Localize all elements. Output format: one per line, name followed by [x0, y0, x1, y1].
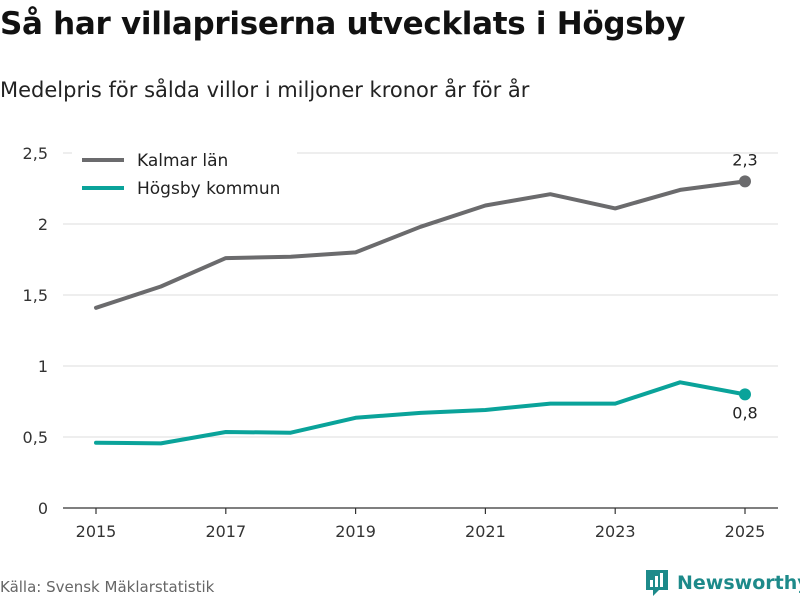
- y-tick-label: 0,5: [23, 428, 48, 447]
- source-note: Källa: Svensk Mäklarstatistik: [0, 578, 215, 596]
- end-value-label: 2,3: [732, 150, 757, 169]
- x-tick-label: 2025: [725, 522, 766, 541]
- series-line: [94, 380, 747, 446]
- axes: 0 0,5 1 1,5 2 2,5 2015 2017 2019 2021 2023 2025: [23, 144, 778, 541]
- data-labels: 2,3 0,8: [732, 150, 757, 422]
- y-tick-label: 1,5: [23, 286, 48, 305]
- x-tick-label: 2021: [465, 522, 506, 541]
- series-lines: [94, 175, 751, 446]
- brand-name: Newsworthy: [677, 572, 800, 594]
- end-point-marker: [739, 388, 751, 401]
- chart-subtitle: Medelpris för sålda villor i miljoner kr…: [0, 78, 530, 102]
- y-tick-label: 2: [38, 215, 48, 234]
- legend-label: Högsby kommun: [137, 179, 280, 199]
- x-tick-label: 2023: [595, 522, 636, 541]
- legend-label: Kalmar län: [137, 151, 228, 171]
- x-tick-label: 2019: [335, 522, 376, 541]
- x-tick-label: 2017: [205, 522, 246, 541]
- legend-background: [72, 146, 297, 204]
- end-value-label: 0,8: [732, 403, 757, 422]
- chart-title: Så har villapriserna utvecklats i Högsby: [0, 6, 686, 42]
- legend: Kalmar län Högsby kommun: [72, 146, 297, 204]
- end-point-marker: [739, 175, 751, 188]
- y-tick-label: 1: [38, 357, 48, 376]
- x-tick-label: 2015: [76, 522, 117, 541]
- brand-logo[interactable]: Newsworthy: [644, 568, 800, 598]
- y-tick-label: 0: [38, 499, 48, 518]
- y-tick-label: 2,5: [23, 144, 48, 163]
- newsworthy-logo-icon: [646, 570, 668, 596]
- series-line: [94, 179, 747, 310]
